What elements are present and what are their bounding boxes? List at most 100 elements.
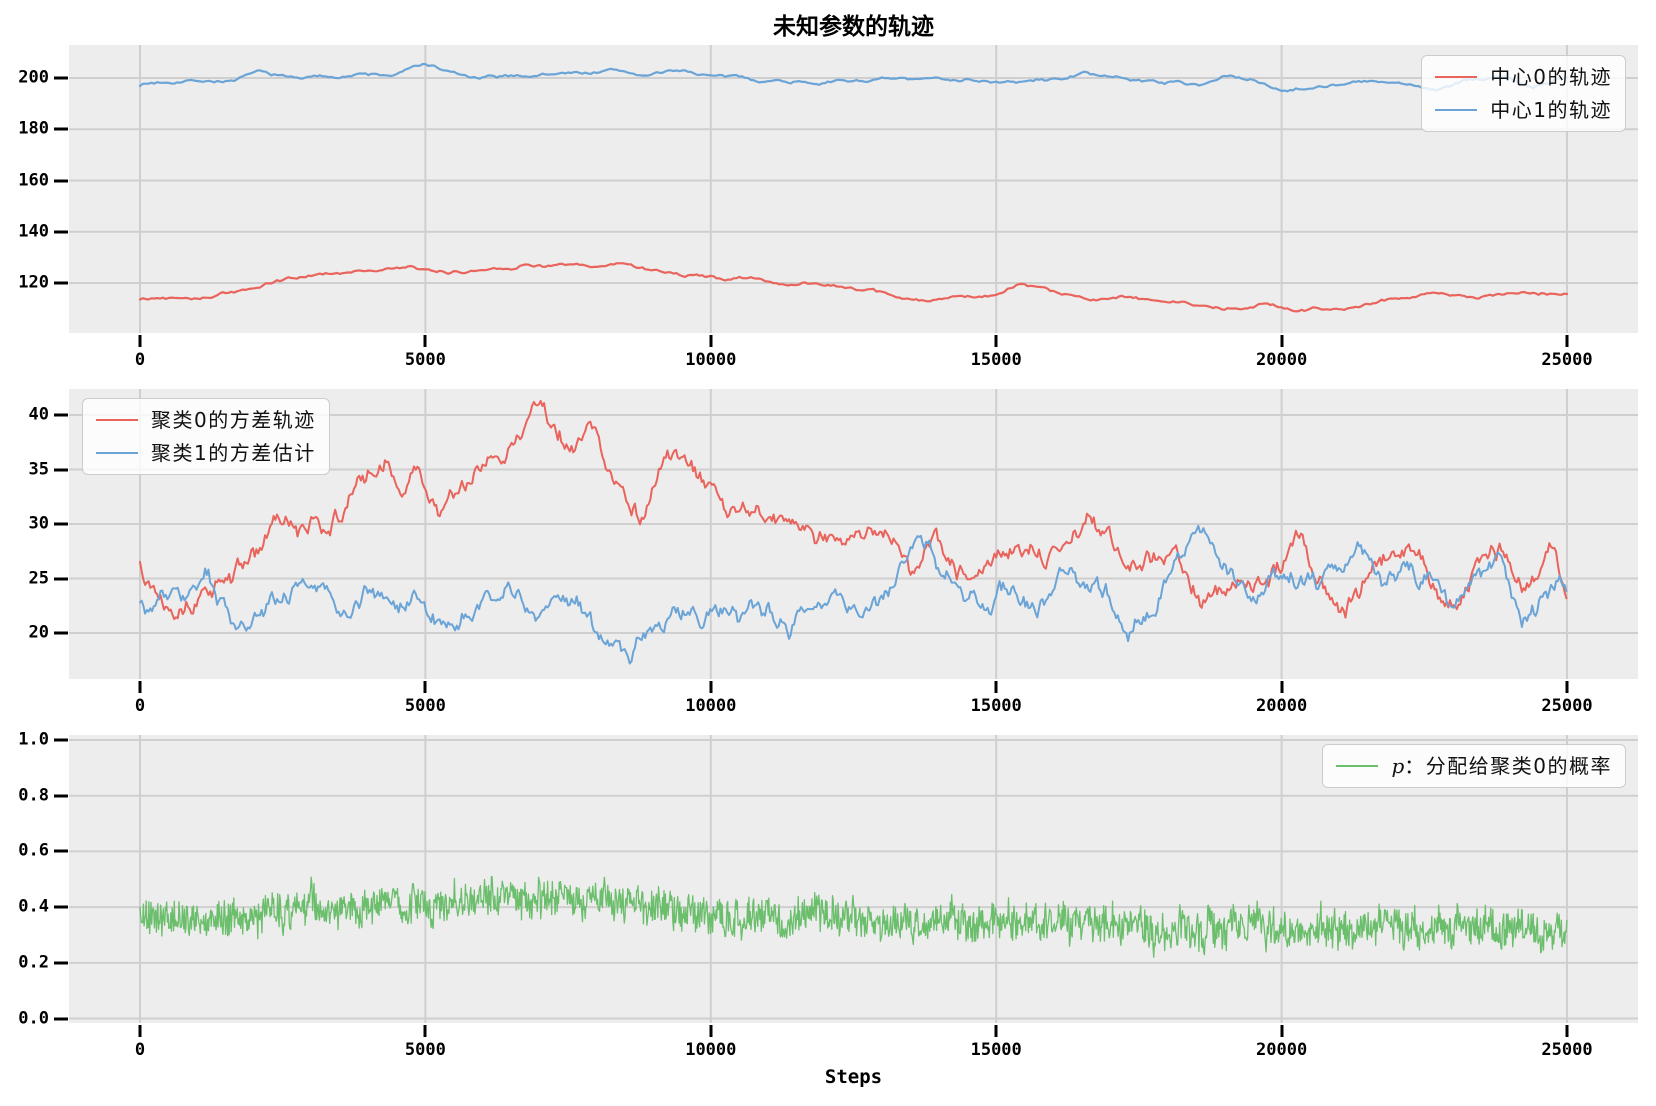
legend-line-swatch <box>96 452 138 454</box>
x-tick-mark <box>138 1025 142 1037</box>
x-tick-mark <box>1565 335 1569 347</box>
series-cluster-1-variance-trace <box>139 524 1568 665</box>
x-tick-mark <box>994 335 998 347</box>
y-tick-mark <box>54 794 68 798</box>
x-tick-mark <box>709 335 713 347</box>
y-tick-label: 0.6 <box>18 840 49 861</box>
y-tick-label: 160 <box>18 170 49 191</box>
y-tick-mark <box>54 905 68 909</box>
legend-label-text: ：分配给聚类0的概率 <box>1404 754 1612 778</box>
y-tick-label: 40 <box>28 404 49 425</box>
x-tick-mark <box>1565 1025 1569 1037</box>
x-tick-label: 15000 <box>970 696 1022 716</box>
legend-label-math: p <box>1391 754 1405 778</box>
x-tick-label: 20000 <box>1256 1040 1308 1060</box>
legend-centers: 中心0的轨迹 中心1的轨迹 <box>1421 55 1626 132</box>
legend-probability: p：分配给聚类0的概率 <box>1322 744 1626 788</box>
y-tick-label: 0.0 <box>18 1008 49 1029</box>
x-tick-label: 10000 <box>685 1040 737 1060</box>
x-tick-mark <box>423 1025 427 1037</box>
y-tick-mark <box>54 522 68 526</box>
x-tick-label: 15000 <box>970 1040 1022 1060</box>
legend-line-swatch <box>1336 765 1379 767</box>
x-tick-mark <box>709 681 713 693</box>
y-tick-label: 25 <box>28 568 49 589</box>
plot-area-variances <box>69 389 1638 679</box>
y-tick-mark <box>54 1017 68 1021</box>
x-tick-label: 0 <box>134 350 146 370</box>
y-tick-mark <box>54 468 68 472</box>
y-tick-mark <box>54 179 68 183</box>
x-tick-mark <box>423 335 427 347</box>
y-tick-label: 0.8 <box>18 785 49 806</box>
legend-label: 中心0的轨迹 <box>1490 65 1612 89</box>
legend-line-swatch <box>1435 76 1478 78</box>
y-tick-mark <box>54 281 68 285</box>
y-tick-label: 0.2 <box>18 952 49 973</box>
legend-label: 聚类1的方差估计 <box>151 441 316 465</box>
x-tick-mark <box>709 1025 713 1037</box>
legend-line-swatch <box>1435 109 1478 111</box>
legend-label: 中心1的轨迹 <box>1490 98 1612 122</box>
legend-label: 聚类0的方差轨迹 <box>151 408 316 432</box>
y-tick-mark <box>54 631 68 635</box>
x-tick-mark <box>1565 681 1569 693</box>
x-tick-label: 10000 <box>685 696 737 716</box>
legend-item: 聚类1的方差估计 <box>96 441 316 465</box>
x-tick-mark <box>138 681 142 693</box>
x-tick-label: 5000 <box>404 696 446 716</box>
subplot-probability: p：分配给聚类0的概率 <box>69 735 1638 1023</box>
y-tick-mark <box>54 230 68 234</box>
series-center-1-trace <box>138 62 1569 93</box>
x-tick-label: 0 <box>134 696 146 716</box>
x-tick-mark <box>1280 1025 1284 1037</box>
series-cluster-0-variance-trace <box>139 399 1568 621</box>
x-tick-mark <box>423 681 427 693</box>
y-tick-label: 30 <box>28 513 49 534</box>
y-tick-label: 1.0 <box>18 729 49 750</box>
y-tick-mark <box>54 849 68 853</box>
y-tick-label: 35 <box>28 459 49 480</box>
x-tick-label: 20000 <box>1256 350 1308 370</box>
x-tick-label: 5000 <box>404 1040 446 1060</box>
y-tick-mark <box>54 127 68 131</box>
legend-item: 聚类0的方差轨迹 <box>96 408 316 432</box>
x-tick-label: 25000 <box>1541 696 1593 716</box>
x-tick-mark <box>994 1025 998 1037</box>
figure-title: 未知参数的轨迹 <box>773 14 934 40</box>
y-tick-mark <box>54 738 68 742</box>
y-tick-label: 180 <box>18 118 49 139</box>
x-tick-mark <box>1280 681 1284 693</box>
subplot-variances: 聚类0的方差轨迹 聚类1的方差估计 <box>69 389 1638 679</box>
y-tick-label: 20 <box>28 622 49 643</box>
plot-area-centers <box>69 45 1638 333</box>
x-axis-label: Steps <box>824 1066 883 1088</box>
x-tick-label: 5000 <box>404 350 446 370</box>
legend-label: p：分配给聚类0的概率 <box>1391 754 1612 778</box>
subplot-centers: 中心0的轨迹 中心1的轨迹 <box>69 45 1638 333</box>
y-tick-label: 120 <box>18 272 49 293</box>
x-tick-label: 25000 <box>1541 1040 1593 1060</box>
legend-item: 中心1的轨迹 <box>1435 98 1612 122</box>
x-tick-label: 10000 <box>685 350 737 370</box>
x-tick-mark <box>138 335 142 347</box>
x-tick-label: 15000 <box>970 350 1022 370</box>
x-tick-label: 0 <box>134 1040 146 1060</box>
y-tick-mark <box>54 76 68 80</box>
y-tick-label: 0.4 <box>18 896 49 917</box>
y-tick-mark <box>54 413 68 417</box>
series-center-0-trace <box>138 262 1569 313</box>
legend-line-swatch <box>96 419 138 421</box>
y-tick-mark <box>54 577 68 581</box>
series-p-assignment-probability <box>139 875 1568 958</box>
x-tick-mark <box>994 681 998 693</box>
legend-variances: 聚类0的方差轨迹 聚类1的方差估计 <box>82 398 330 475</box>
x-tick-label: 25000 <box>1541 350 1593 370</box>
x-tick-label: 20000 <box>1256 696 1308 716</box>
legend-item: 中心0的轨迹 <box>1435 65 1612 89</box>
y-tick-label: 200 <box>18 67 49 88</box>
y-tick-label: 140 <box>18 221 49 242</box>
legend-item: p：分配给聚类0的概率 <box>1336 754 1612 778</box>
y-tick-mark <box>54 961 68 965</box>
